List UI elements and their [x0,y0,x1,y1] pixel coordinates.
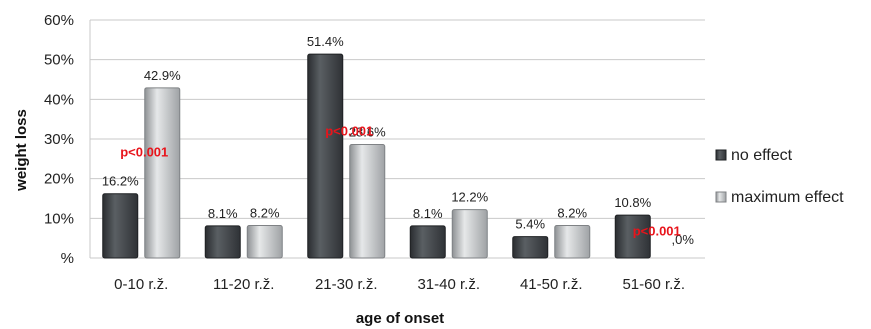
legend-label: no effect [731,147,793,164]
bar-maximum-effect [246,224,283,259]
bar-no-effect [512,236,549,259]
x-tick-label: 21-30 r.ž. [315,276,378,293]
bar-no-effect [102,193,139,259]
x-tick-label: 31-40 r.ž. [417,276,480,293]
legend-swatch [715,191,727,203]
bar-maximum-effect [554,224,591,259]
bar-no-effect [409,225,446,259]
bar-maximum-effect [144,87,181,259]
data-label: 10.8% [614,195,651,210]
bar-maximum-effect [349,144,386,259]
data-label: 28.6% [349,125,386,140]
y-tick-label: 60% [44,12,74,29]
data-label: 8.1% [208,206,238,221]
y-tick-label: % [61,250,74,267]
y-axis-title: weight loss [13,109,30,192]
data-label: 16.2% [102,174,139,189]
data-label: ,0% [672,232,695,247]
gridlines [89,19,705,259]
x-tick-label: 41-50 r.ž. [520,276,583,293]
x-tick-label: 0-10 r.ž. [114,276,168,293]
x-tick-label: 11-20 r.ž. [213,276,274,293]
data-label: 51.4% [307,34,344,49]
y-tick-label: 50% [44,52,74,69]
y-axis-ticks: % 10% 20% 30% 40% 50% 60% [44,12,74,267]
data-label: 8.2% [250,205,280,220]
x-axis-title: age of onset [356,310,444,327]
bar-no-effect [614,214,651,259]
p-value-annotation: p<0.001 [633,223,681,238]
data-labels: 16.2% 42.9% 8.1% 8.2% 51.4% 28.6% 8.1% 12.2% 5.4… [102,34,695,247]
data-label: 12.2% [451,190,488,205]
data-label: 42.9% [144,68,181,83]
p-value-annotation: p<0.001 [325,124,373,139]
bars [102,53,651,259]
legend-swatch [715,149,727,161]
y-tick-label: 40% [44,91,74,108]
bar-no-effect [307,53,344,259]
x-axis-ticks: 0-10 r.ž. 11-20 r.ž. 21-30 r.ž. 31-40 r.ž. 4… [114,276,685,293]
bar-no-effect [204,225,241,259]
bar-maximum-effect [451,209,488,259]
data-label: 8.2% [557,205,587,220]
legend-label: maximum effect [731,189,844,206]
x-tick-label: 51-60 r.ž. [622,276,685,293]
y-tick-label: 30% [44,131,74,148]
data-label: 5.4% [515,217,545,232]
y-tick-label: 10% [44,210,74,227]
data-label: 8.1% [413,206,443,221]
annotations: p<0.001 p<0.001 p<0.001 [120,124,681,239]
legend: no effect maximum effect [715,147,844,206]
y-tick-label: 20% [44,171,74,188]
p-value-annotation: p<0.001 [120,144,168,159]
